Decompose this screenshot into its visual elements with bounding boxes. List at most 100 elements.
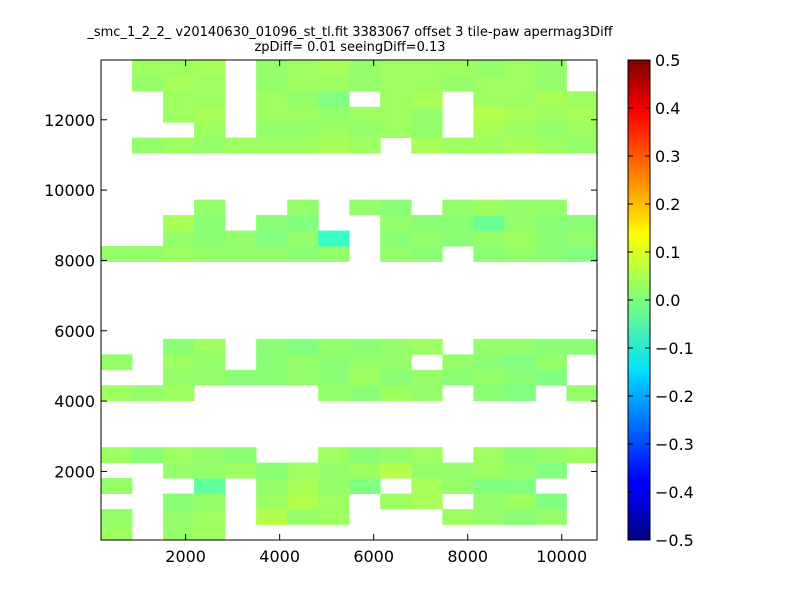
heatmap-cell: [287, 60, 319, 77]
heatmap-cell: [473, 122, 505, 139]
heatmap-cell: [287, 509, 319, 525]
heatmap-cell: [411, 369, 443, 386]
heatmap-cell: [411, 246, 443, 262]
heatmap-cell: [256, 122, 288, 139]
heatmap-cell: [535, 60, 567, 77]
colorbar-tick-label: 0.1: [655, 243, 680, 262]
heatmap-cell: [504, 75, 536, 92]
heatmap-cell: [566, 137, 598, 154]
heatmap-cell: [318, 75, 350, 92]
heatmap-cell: [318, 122, 350, 139]
heatmap-cell: [132, 75, 164, 92]
heatmap-cell: [380, 106, 412, 123]
colorbar-ticks: 0.5 0.4 0.3 0.2 0.1 0.0 −0.1 −0.2 −0.3 −0.4 −0.5: [628, 51, 694, 550]
heatmap-cell: [194, 493, 226, 510]
heatmap-cell: [411, 137, 443, 154]
heatmap-cell: [287, 215, 319, 231]
heatmap-cell: [411, 462, 443, 479]
heatmap-cell: [163, 447, 195, 464]
heatmap-cell: [349, 462, 381, 479]
y-tick-label: 12000: [44, 111, 95, 130]
heatmap-cell: [504, 369, 536, 386]
heatmap-cell: [349, 60, 381, 77]
heatmap-cell: [380, 385, 412, 402]
heatmap-cell: [256, 91, 288, 108]
heatmap-cell: [225, 447, 257, 464]
heatmap-cell: [349, 122, 381, 139]
heatmap-cell: [256, 338, 288, 355]
heatmap-cell: [163, 369, 195, 386]
heatmap-cell: [287, 199, 319, 216]
heatmap-cell: [349, 338, 381, 355]
heatmap-cell: [473, 230, 505, 247]
heatmap-cell: [504, 338, 536, 355]
heatmap-cell: [473, 215, 505, 231]
heatmap-cell: [318, 60, 350, 77]
heatmap-cell: [442, 75, 474, 92]
heatmap-cell: [287, 354, 319, 371]
heatmap-cell: [535, 106, 567, 123]
heatmap-cell: [132, 246, 164, 262]
heatmap-cell: [380, 215, 412, 231]
heatmap-cell: [163, 230, 195, 247]
heatmap-cell: [442, 478, 474, 494]
heatmap-cell: [349, 106, 381, 123]
heatmap-cell: [380, 338, 412, 355]
y-tick-label: 8000: [54, 251, 95, 270]
heatmap-cell: [318, 230, 350, 247]
heatmap-cell: [318, 246, 350, 262]
heatmap-cell: [194, 60, 226, 77]
heatmap-cell: [225, 246, 257, 262]
heatmap-cell: [535, 215, 567, 231]
heatmap-cell: [442, 215, 474, 231]
heatmap-cell: [411, 122, 443, 139]
heatmap-cell: [504, 478, 536, 494]
heatmap-cell: [380, 246, 412, 262]
heatmap-cell: [411, 478, 443, 494]
colorbar-tick-label: 0.4: [655, 99, 680, 118]
heatmap-cell: [287, 338, 319, 355]
heatmap-cell: [318, 369, 350, 386]
heatmap-cell: [256, 215, 288, 231]
x-tick-label: 4000: [259, 547, 300, 566]
heatmap-cell: [504, 462, 536, 479]
heatmap-cell: [194, 75, 226, 92]
heatmap-cell: [163, 354, 195, 371]
heatmap-cell: [473, 354, 505, 371]
heatmap-cell: [380, 199, 412, 216]
heatmap-cell: [380, 75, 412, 92]
heatmap-cell: [442, 369, 474, 386]
heatmap-cell: [411, 447, 443, 464]
colorbar-tick-label: −0.2: [655, 387, 694, 406]
heatmap-cell: [380, 462, 412, 479]
heatmap-cell: [411, 385, 443, 402]
heatmap-cell: [504, 385, 536, 402]
heatmap-cell: [566, 230, 598, 247]
heatmap-cell: [163, 493, 195, 510]
heatmap-cell: [318, 137, 350, 154]
heatmap-cell: [256, 369, 288, 386]
heatmap-cell: [194, 106, 226, 123]
heatmap-cell: [442, 509, 474, 525]
heatmap-cell: [349, 385, 381, 402]
heatmap-cell: [318, 478, 350, 494]
heatmap-cell: [194, 338, 226, 355]
heatmap-cell: [101, 385, 133, 402]
heatmap-cell: [256, 60, 288, 77]
heatmap-cell: [101, 447, 133, 464]
heatmap-cell: [194, 230, 226, 247]
heatmap-cell: [287, 91, 319, 108]
heatmap-cell: [349, 478, 381, 494]
heatmap-cell: [535, 462, 567, 479]
heatmap-cell: [194, 137, 226, 154]
heatmap-cell: [473, 493, 505, 510]
heatmap-cell: [411, 91, 443, 108]
heatmap-cell: [504, 106, 536, 123]
heatmap-cell: [566, 106, 598, 123]
heatmap-cell: [473, 246, 505, 262]
heatmap-cell: [535, 509, 567, 525]
heatmap-cell: [411, 75, 443, 92]
heatmap-cell: [318, 447, 350, 464]
heatmap-cell: [349, 199, 381, 216]
heatmap-cell: [411, 215, 443, 231]
